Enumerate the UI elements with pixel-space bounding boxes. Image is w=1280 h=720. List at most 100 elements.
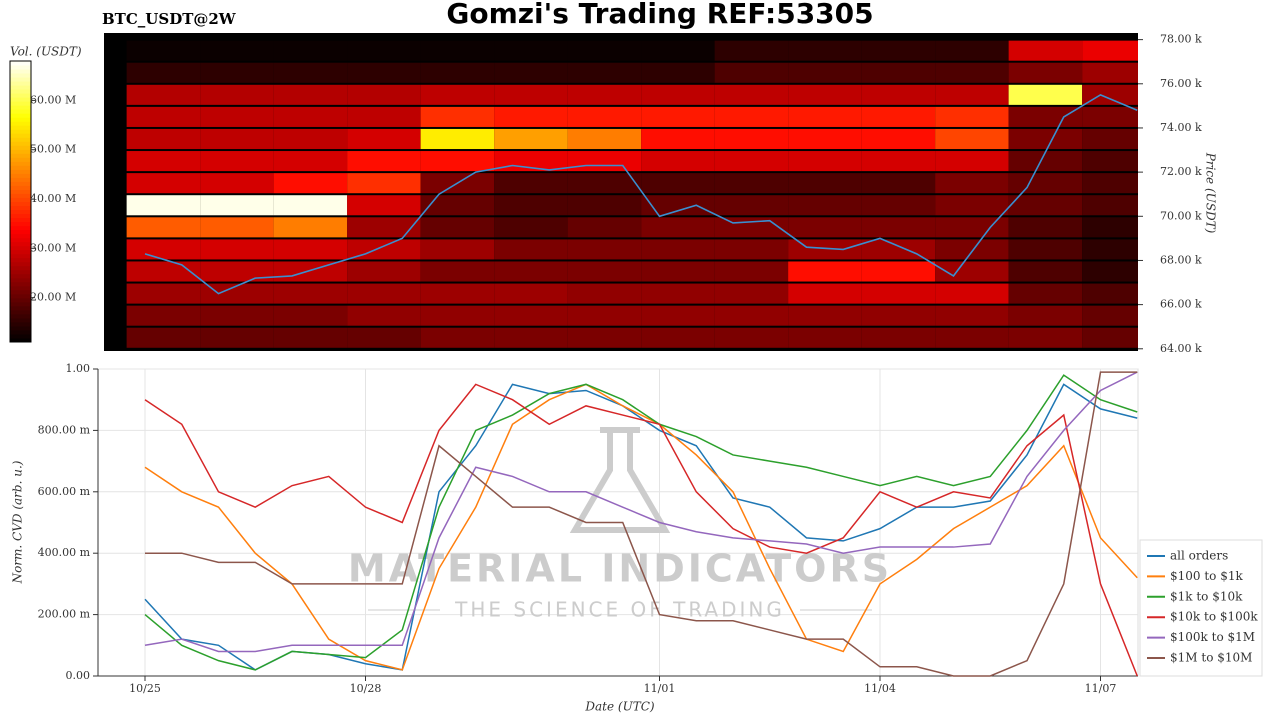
heat-cell	[1082, 62, 1138, 83]
colorbar-step	[10, 73, 31, 78]
heat-cell	[788, 106, 862, 127]
y-tick-label: 78.00 k	[1160, 33, 1202, 46]
heat-cell	[641, 62, 715, 83]
y-tick-label: 64.00 k	[1160, 342, 1202, 355]
heat-cell	[420, 239, 495, 260]
y-tick-label: 400.00 m	[38, 546, 91, 559]
heat-cell	[200, 84, 274, 105]
colorbar-step	[10, 289, 31, 295]
heat-cell	[1008, 327, 1083, 348]
heat-cell	[420, 217, 495, 238]
heat-cell	[494, 195, 568, 216]
y-axis-label: Norm. CVD (arb. u.)	[11, 460, 25, 584]
heat-cell	[714, 151, 789, 172]
heat-cell	[714, 173, 789, 194]
heat-cell	[494, 106, 568, 127]
heat-cell	[567, 217, 642, 238]
y-tick-label: 68.00 k	[1160, 253, 1202, 266]
heat-cell	[641, 283, 715, 304]
y-tick-label: 600.00 m	[38, 485, 91, 498]
legend-label: $100 to $1k	[1170, 569, 1243, 583]
heat-cell	[494, 128, 568, 150]
heat-cell	[494, 217, 568, 238]
heat-cell	[641, 151, 715, 172]
colorbar-step	[10, 261, 31, 267]
heat-cell	[347, 84, 421, 105]
heat-cell	[935, 173, 1009, 194]
colorbar-step	[10, 249, 31, 255]
heat-cell	[126, 195, 201, 216]
heat-cell	[273, 40, 348, 61]
colorbar-step	[10, 285, 31, 291]
price-line	[144, 93, 1138, 295]
colorbar-step	[10, 145, 31, 150]
heat-cell	[567, 62, 642, 83]
heat-cell	[1082, 239, 1138, 260]
colorbar-step	[10, 93, 31, 98]
colorbar-step	[10, 217, 31, 223]
colorbar-step	[10, 237, 31, 243]
colorbar-step	[10, 137, 31, 142]
colorbar-step	[10, 269, 31, 275]
y-tick-label: 1.00	[66, 362, 91, 375]
heat-cell	[273, 195, 348, 216]
colorbar-step	[10, 109, 31, 114]
colorbar-step	[10, 221, 31, 227]
legend-label: $10k to $100k	[1170, 610, 1258, 624]
heat-cell	[126, 40, 201, 61]
colorbar-step	[10, 305, 31, 311]
heat-cell	[641, 195, 715, 216]
colorbar-step	[10, 273, 31, 279]
colorbar-tick-label: 30.00 M	[30, 241, 76, 254]
watermark-icon	[569, 427, 671, 533]
cvd-line	[144, 383, 1138, 671]
colorbar-step	[10, 81, 31, 86]
colorbar-step	[10, 205, 31, 211]
heat-cell	[494, 283, 568, 304]
heat-cell	[1008, 62, 1083, 83]
legend-box	[1139, 539, 1263, 677]
heat-cell	[788, 84, 862, 105]
heat-cell	[567, 195, 642, 216]
colorbar-step	[10, 301, 31, 307]
heat-cell	[861, 305, 936, 326]
colorbar-step	[10, 101, 31, 106]
colorbar-step	[10, 181, 31, 186]
colorbar-step	[10, 281, 31, 287]
heat-cell	[788, 327, 862, 348]
legend-label: $1M to $10M	[1170, 651, 1252, 665]
heat-cell	[347, 40, 421, 61]
heat-cell	[935, 128, 1009, 150]
heat-cell	[1082, 195, 1138, 216]
legend-label: all orders	[1170, 549, 1228, 563]
heat-cell	[861, 62, 936, 83]
colorbar-step	[10, 213, 31, 219]
y-tick-label: 74.00 k	[1160, 121, 1202, 134]
colorbar-step	[10, 89, 31, 94]
heat-cell	[935, 327, 1009, 348]
y-tick-label: 66.00 k	[1160, 298, 1202, 311]
heat-cell	[567, 84, 642, 105]
cvd-line	[144, 374, 1138, 671]
heat-cell	[935, 217, 1009, 238]
heat-cell	[788, 151, 862, 172]
heat-cell	[200, 283, 274, 304]
heat-cell	[126, 283, 201, 304]
colorbar-step	[10, 257, 31, 263]
colorbar-step	[10, 209, 31, 215]
colorbar-step	[10, 121, 31, 126]
heat-cell	[347, 128, 421, 150]
heat-cell	[1008, 239, 1083, 260]
heat-cell	[420, 151, 495, 172]
heat-cell	[1008, 173, 1083, 194]
heat-cell	[861, 283, 936, 304]
colorbar-step	[10, 277, 31, 283]
heat-cell	[641, 239, 715, 260]
heat-cell	[420, 283, 495, 304]
heat-cell	[788, 261, 862, 282]
heat-cell	[494, 62, 568, 83]
heat-cell	[1008, 151, 1083, 172]
colorbar-step	[10, 293, 31, 299]
